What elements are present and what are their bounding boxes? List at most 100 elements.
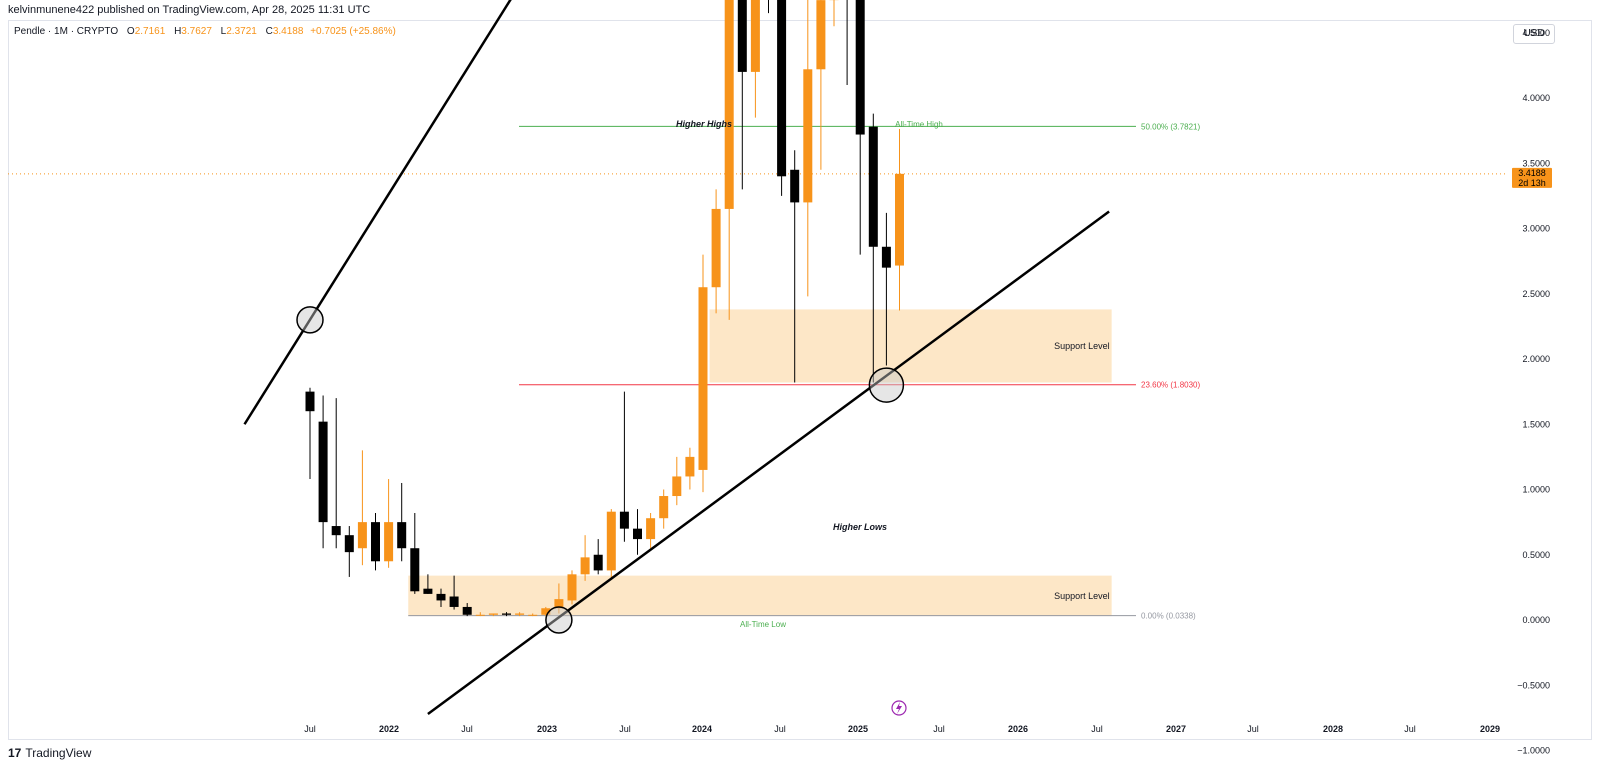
- candle[interactable]: [357, 522, 367, 549]
- close-value: 3.4188: [272, 26, 304, 37]
- candle[interactable]: [685, 456, 695, 477]
- candle[interactable]: [344, 535, 354, 553]
- candle[interactable]: [475, 614, 485, 616]
- candle[interactable]: [502, 613, 511, 615]
- candle[interactable]: [305, 391, 315, 412]
- candle[interactable]: [606, 511, 616, 571]
- candle[interactable]: [724, 0, 734, 209]
- candle[interactable]: [646, 518, 656, 540]
- annotation-label: Higher Highs: [676, 119, 732, 129]
- annotation-label: All-Time Low: [740, 620, 786, 629]
- close-label: C: [265, 26, 273, 37]
- open-value: 2.7161: [134, 26, 166, 37]
- candle[interactable]: [750, 0, 760, 72]
- candle[interactable]: [488, 613, 498, 615]
- y-tick-label: 3.5000: [1522, 158, 1550, 168]
- candle[interactable]: [436, 593, 446, 601]
- publisher-info: kelvinmunene422 published on TradingView…: [8, 4, 371, 16]
- candle[interactable]: [528, 614, 538, 616]
- candle[interactable]: [619, 511, 629, 529]
- candle[interactable]: [318, 421, 328, 523]
- fib-label: 50.00% (3.7821): [1141, 122, 1200, 131]
- currency-button[interactable]: USD: [1513, 24, 1555, 44]
- x-tick-label: 2022: [379, 724, 399, 734]
- candle[interactable]: [777, 0, 787, 177]
- candle[interactable]: [881, 246, 891, 268]
- candle[interactable]: [633, 528, 642, 540]
- candle[interactable]: [515, 613, 525, 615]
- x-tick-label: Jul: [1247, 724, 1259, 734]
- candle[interactable]: [331, 526, 341, 536]
- zone-label: Support Level: [1054, 341, 1110, 351]
- candle[interactable]: [593, 554, 603, 571]
- lightning-bolt-glyph: [896, 702, 902, 714]
- x-tick-label: 2023: [537, 724, 557, 734]
- zone-2: [408, 575, 1112, 617]
- candle[interactable]: [384, 522, 394, 562]
- candle[interactable]: [541, 608, 551, 615]
- open-label: O: [126, 26, 135, 37]
- y-tick-label: 1.0000: [1522, 485, 1550, 495]
- pivot-marker: [868, 367, 905, 403]
- x-tick-label: 2026: [1008, 724, 1028, 734]
- brand-name: TradingView: [25, 746, 92, 760]
- zone-label: Support Level: [1054, 591, 1110, 601]
- candle[interactable]: [462, 606, 472, 615]
- candle[interactable]: [672, 476, 682, 497]
- candle[interactable]: [554, 599, 564, 609]
- annotation-label: All-Time High: [895, 120, 943, 129]
- candle[interactable]: [790, 169, 800, 203]
- tradingview-logo-icon: 17: [8, 746, 22, 760]
- y-tick-label: 2.0000: [1522, 354, 1550, 364]
- candle[interactable]: [423, 588, 433, 594]
- high-label: H: [174, 26, 182, 37]
- y-tick-label: 1.5000: [1522, 419, 1550, 429]
- x-tick-label: Jul: [461, 724, 473, 734]
- change-value: +0.7025 (+25.86%): [310, 26, 396, 37]
- fib-label: 23.60% (1.8030): [1141, 381, 1200, 390]
- candle[interactable]: [567, 574, 577, 601]
- candle[interactable]: [816, 0, 826, 70]
- candle[interactable]: [868, 126, 878, 247]
- candle[interactable]: [371, 522, 380, 562]
- price-tag-value: 3.4188: [1518, 168, 1546, 178]
- x-tick-label: Jul: [619, 724, 631, 734]
- candle[interactable]: [397, 522, 407, 549]
- y-tick-label: 4.0000: [1522, 93, 1550, 103]
- candle[interactable]: [803, 69, 813, 203]
- pivot-marker: [296, 306, 324, 334]
- low-value: 2.3721: [226, 26, 257, 37]
- chart-frame: [8, 20, 1592, 740]
- x-tick-label: 2025: [848, 724, 868, 734]
- y-tick-label: 2.5000: [1522, 289, 1550, 299]
- candle[interactable]: [580, 557, 590, 575]
- x-tick-label: Jul: [1091, 724, 1103, 734]
- x-tick-label: Jul: [933, 724, 945, 734]
- x-tick-label: Jul: [304, 724, 316, 734]
- candle[interactable]: [698, 287, 708, 470]
- pivot-marker: [545, 606, 573, 634]
- candle[interactable]: [737, 0, 747, 72]
- annotation-label: Higher Lows: [833, 522, 887, 532]
- candle[interactable]: [449, 596, 459, 607]
- x-tick-label: 2028: [1323, 724, 1343, 734]
- high-value: 3.7627: [181, 26, 212, 37]
- price-tag-countdown: 2d 13h: [1518, 178, 1546, 188]
- candle[interactable]: [711, 208, 721, 288]
- trendline-lower[interactable]: [427, 210, 1110, 715]
- candle[interactable]: [659, 496, 669, 519]
- y-tick-label: 3.0000: [1522, 224, 1550, 234]
- candle[interactable]: [855, 0, 865, 135]
- symbol-legend: Pendle · 1M · CRYPTO O2.7161 H3.7627 L2.…: [14, 26, 396, 37]
- tradingview-brand: 17 TradingView: [8, 746, 91, 760]
- low-label: L: [220, 26, 227, 37]
- candle[interactable]: [410, 548, 420, 592]
- y-tick-label: −0.5000: [1517, 680, 1550, 690]
- trendline-upper[interactable]: [243, 0, 821, 425]
- candle[interactable]: [895, 173, 904, 266]
- y-tick-label: 4.5000: [1522, 28, 1550, 38]
- x-tick-label: Jul: [1404, 724, 1416, 734]
- y-tick-label: 0.5000: [1522, 550, 1550, 560]
- symbol-name[interactable]: Pendle · 1M · CRYPTO: [14, 26, 119, 37]
